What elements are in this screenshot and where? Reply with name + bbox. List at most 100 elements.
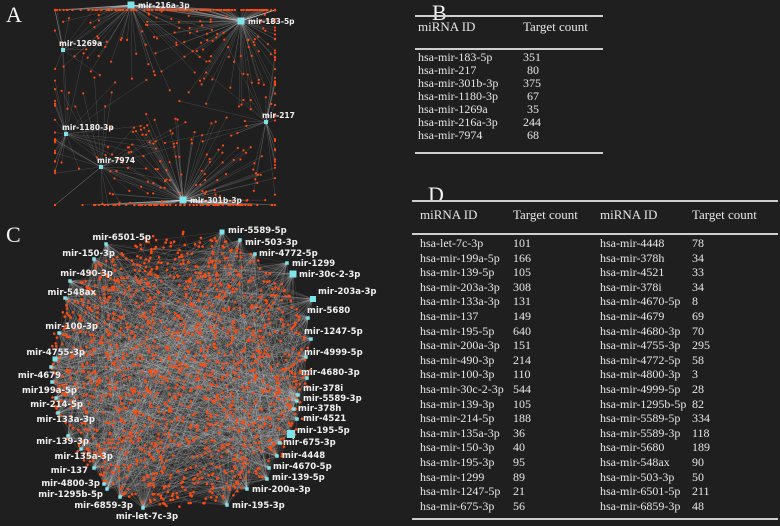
target-node: [236, 247, 239, 250]
target-node: [53, 102, 57, 105]
target-node: [260, 20, 263, 23]
target-node: [243, 409, 246, 413]
edge: [62, 343, 298, 420]
edge: [195, 266, 309, 319]
edge: [130, 253, 256, 442]
edge: [202, 246, 294, 275]
edge: [106, 313, 176, 490]
target-node: [97, 377, 101, 380]
edge: [162, 299, 248, 490]
target-node: [98, 73, 101, 77]
edge: [110, 4, 132, 62]
target-node: [268, 272, 272, 275]
edge: [55, 383, 92, 399]
edge: [141, 279, 299, 396]
target-node: [144, 133, 148, 136]
target-node: [218, 403, 222, 406]
edge: [182, 147, 238, 201]
target-node: [149, 500, 152, 504]
edge: [93, 258, 178, 418]
edge: [105, 243, 109, 320]
edge: [240, 20, 242, 105]
target-node: [273, 158, 277, 161]
mirna-node: [127, 1, 135, 9]
target-node: [173, 257, 177, 261]
edge: [179, 364, 270, 469]
edge: [50, 366, 251, 410]
target-node: [159, 457, 163, 461]
target-node: [69, 316, 72, 319]
edge: [182, 152, 223, 201]
edge: [206, 20, 242, 34]
target-node: [169, 244, 172, 248]
target-node: [273, 20, 277, 23]
edge: [172, 336, 248, 490]
edge: [80, 448, 238, 482]
edge: [222, 262, 288, 369]
target-node: [237, 105, 241, 108]
target-node: [85, 361, 89, 365]
target-count-cell: 68: [527, 128, 539, 142]
edge: [142, 298, 192, 509]
edge: [146, 125, 184, 201]
edge: [103, 483, 126, 493]
edge: [119, 378, 278, 498]
edge: [142, 269, 168, 509]
edge: [256, 273, 294, 363]
target-node: [268, 424, 272, 428]
target-node: [132, 8, 135, 12]
edge: [98, 4, 132, 21]
target-node: [189, 491, 192, 495]
edge: [187, 269, 309, 319]
target-node: [275, 381, 279, 384]
edge: [50, 300, 199, 368]
edge: [51, 381, 105, 444]
edge: [240, 14, 265, 22]
edge: [266, 383, 306, 480]
target-node: [275, 293, 278, 297]
target-node: [82, 385, 86, 389]
edge: [69, 280, 86, 430]
column-header: Target count: [692, 207, 757, 222]
edge: [210, 20, 242, 57]
target-node: [232, 370, 235, 374]
target-node: [121, 161, 124, 164]
edge: [182, 199, 209, 206]
edge: [253, 392, 268, 480]
target-node: [52, 332, 56, 335]
edge: [69, 280, 300, 318]
edge: [103, 339, 250, 485]
edge: [50, 366, 87, 414]
mirna-node: [292, 407, 296, 411]
target-node: [201, 134, 204, 137]
edge: [135, 335, 278, 457]
edge: [128, 466, 268, 480]
target-node: [154, 168, 157, 171]
edge: [240, 20, 276, 40]
edge: [205, 377, 292, 435]
edge: [51, 314, 202, 383]
edge: [210, 418, 298, 498]
edge: [119, 253, 256, 439]
target-node: [184, 333, 187, 337]
mirna-node: [105, 487, 109, 491]
edge: [54, 119, 67, 135]
edge: [105, 243, 281, 430]
edge: [87, 418, 298, 457]
target-node: [221, 297, 224, 300]
target-node: [230, 134, 233, 137]
edge: [268, 386, 291, 469]
target-node: [236, 353, 239, 357]
edge: [50, 366, 212, 441]
edge: [182, 162, 223, 201]
edge: [166, 9, 242, 22]
target-node: [251, 422, 255, 426]
target-node: [127, 337, 131, 341]
target-node: [168, 274, 172, 277]
edge: [80, 448, 257, 475]
target-node: [125, 476, 128, 479]
edge: [193, 289, 314, 300]
target-node: [195, 8, 198, 12]
edge: [208, 262, 294, 275]
target-node: [195, 49, 198, 53]
